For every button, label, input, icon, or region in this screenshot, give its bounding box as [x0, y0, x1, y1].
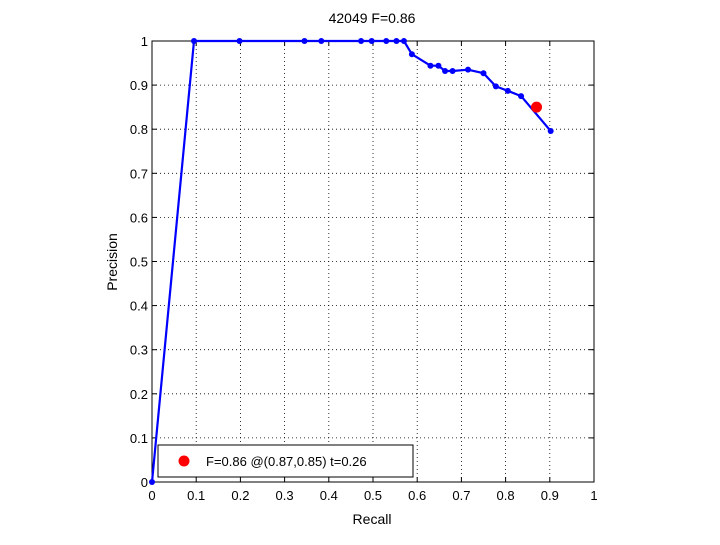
series-point: [547, 127, 554, 134]
x-tick-label: 0.3: [276, 488, 294, 503]
x-tick-label: 0.9: [541, 488, 559, 503]
labels-layer: 42049 F=0.86 Recall Precision 0 0.1 0.2 0.3…: [104, 10, 598, 527]
y-tick-label: 0: [141, 475, 148, 490]
x-tick-label: 0.8: [497, 488, 515, 503]
y-tick-label: 0.9: [130, 78, 148, 93]
x-tick-label: 0: [148, 488, 155, 503]
x-tick-label: 0.2: [231, 488, 249, 503]
series-point: [318, 38, 325, 44]
y-tick-label: 0.1: [130, 431, 148, 446]
series-point: [190, 38, 197, 44]
series-point: [393, 38, 400, 44]
series-point: [449, 67, 456, 74]
x-tick-label: 1: [590, 488, 597, 503]
x-axis-title: Recall: [353, 511, 392, 527]
grid-lines: [152, 41, 594, 482]
series-point: [149, 479, 155, 485]
y-tick-label: 0.6: [130, 210, 148, 225]
series-layer: [149, 38, 554, 485]
y-tick-label: 0.8: [130, 122, 148, 137]
series-point: [301, 38, 308, 44]
y-tick-label: 0.5: [130, 255, 148, 270]
chart-title: 42049 F=0.86: [329, 10, 416, 26]
y-tick-label: 1: [141, 34, 148, 49]
y-axis-title: Precision: [104, 233, 120, 291]
series-point: [465, 66, 472, 73]
series-point: [427, 62, 434, 69]
series-point: [480, 70, 487, 77]
series-point: [504, 87, 511, 94]
series-point: [400, 38, 407, 44]
series-point: [368, 38, 375, 44]
series-point: [408, 51, 415, 58]
series-point: [492, 83, 499, 90]
series-point: [435, 62, 442, 69]
y-tick-label: 0.7: [130, 166, 148, 181]
series-point: [442, 67, 449, 74]
best-f-point: [531, 101, 543, 113]
legend-label: F=0.86 @(0.87,0.85) t=0.26: [206, 454, 367, 469]
x-tick-label: 0.4: [320, 488, 338, 503]
series-point: [236, 38, 243, 44]
y-tick-label: 0.2: [130, 387, 148, 402]
series-point: [383, 38, 390, 44]
x-tick-label: 0.1: [187, 488, 205, 503]
series-point: [358, 38, 365, 44]
legend-box: [157, 444, 414, 478]
series-point: [518, 93, 525, 100]
legend: F=0.86 @(0.87,0.85) t=0.26: [157, 444, 414, 478]
y-tick-label: 0.4: [130, 299, 148, 314]
legend-marker: [178, 455, 190, 467]
x-tick-label: 0.7: [452, 488, 470, 503]
y-tick-label: 0.3: [130, 343, 148, 358]
x-tick-label: 0.5: [364, 488, 382, 503]
x-tick-label: 0.6: [408, 488, 426, 503]
